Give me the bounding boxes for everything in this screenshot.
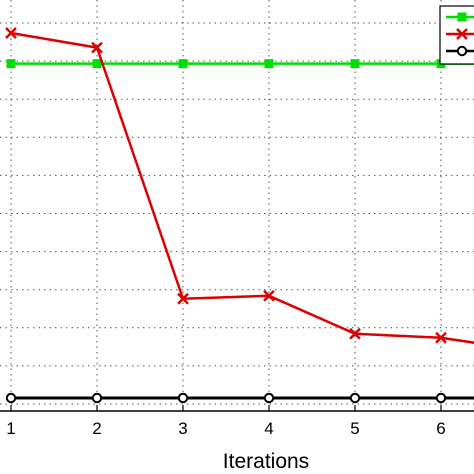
- data-point: [91, 392, 103, 404]
- legend-marker: [456, 45, 468, 57]
- data-point: [264, 59, 274, 69]
- x-tick-label: 1: [6, 419, 15, 438]
- x-axis-title: Iterations: [223, 450, 309, 473]
- x-tick-label: 3: [178, 419, 187, 438]
- legend-marker: [457, 12, 467, 22]
- data-point: [5, 27, 17, 39]
- x-tick-label: 2: [92, 419, 101, 438]
- data-point-stroke: [435, 331, 447, 344]
- series-2: [5, 27, 474, 344]
- legend-entry-2: [446, 28, 474, 40]
- data-point: [91, 41, 103, 54]
- legend-marker: [456, 28, 468, 40]
- data-point: [5, 392, 17, 404]
- data-point: [92, 59, 102, 69]
- data-point: [349, 392, 361, 404]
- data-point-stroke: [91, 41, 103, 54]
- x-tick-label: 4: [264, 419, 273, 438]
- axes: [0, 405, 474, 412]
- data-point-stroke: [5, 27, 17, 39]
- data-point-stroke: [177, 292, 189, 305]
- data-point: [349, 327, 361, 340]
- data-point: [177, 392, 189, 404]
- data-point: [6, 59, 16, 69]
- data-point: [435, 392, 447, 404]
- x-tick-label: 5: [350, 419, 359, 438]
- data-point: [177, 292, 189, 305]
- legend-entry-3: [446, 45, 474, 57]
- data-point: [263, 289, 275, 302]
- x-tick-label: 6: [436, 419, 445, 438]
- data-point: [263, 392, 275, 404]
- legend: [439, 5, 474, 65]
- data-point: [350, 59, 360, 69]
- series-3: [5, 392, 474, 404]
- grid-lines: [0, 0, 474, 411]
- x-tick-labels: 1 2 3 4 5 6: [6, 419, 445, 438]
- data-point-stroke: [263, 289, 275, 302]
- data-point: [435, 331, 447, 344]
- legend-entry-1: [446, 12, 474, 22]
- data-point-stroke: [349, 327, 361, 340]
- data-point: [178, 59, 188, 69]
